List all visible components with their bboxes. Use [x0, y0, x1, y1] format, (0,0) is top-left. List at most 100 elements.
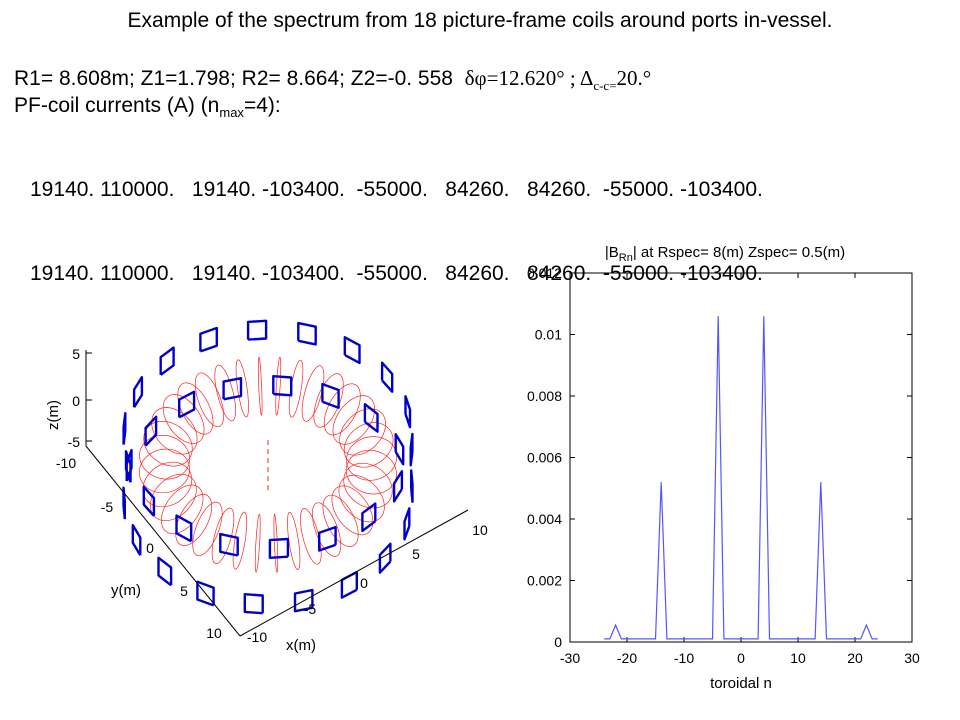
coil-frame: [122, 412, 127, 445]
pf-currents-header: PF-coil currents (A) (nmax=4):: [14, 92, 651, 120]
field-line: [214, 364, 236, 422]
currents-row: 19140. 110000. 19140. -103400. -55000. 8…: [30, 178, 763, 201]
field-line: [150, 473, 197, 522]
coil-frame: [219, 532, 239, 557]
field-line: [192, 501, 223, 557]
coil-frame: [318, 525, 337, 552]
y-tick-label: 0.008: [527, 388, 562, 404]
slide-title: Example of the spectrum from 18 picture-…: [127, 9, 833, 32]
axis-line: [239, 509, 469, 637]
y-tick-label: -5: [101, 499, 114, 515]
coil-frame: [175, 514, 193, 543]
angle-subscript: c-c=: [593, 78, 617, 94]
field-line: [275, 356, 282, 416]
coil-frame: [392, 470, 404, 503]
coil-3d-plot: 5 0 -5 z(m) -10 -5 0 5 10 y(m) -10 -5 0 5 10 x(m): [45, 319, 488, 654]
coil-frame: [131, 523, 142, 556]
coil-frame: [378, 542, 392, 574]
coil-frame: [403, 507, 411, 541]
x-tick-label: 5: [412, 546, 420, 562]
coil-frame: [199, 326, 219, 353]
field-line: [254, 513, 261, 573]
coil-frame: [272, 375, 293, 397]
angle-value: 20.°: [616, 66, 652, 90]
coil-frame: [297, 321, 317, 346]
field-line: [345, 449, 397, 495]
x-tick-label: -30: [560, 650, 580, 666]
coil-frame: [132, 376, 144, 408]
coil-frame: [243, 593, 264, 615]
coil-frame: [409, 432, 414, 467]
y-tick-label: 0.01: [535, 327, 562, 343]
field-line: [162, 394, 205, 444]
axis-line: [85, 445, 241, 637]
spectrum-series-line: [604, 316, 878, 640]
field-line: [322, 494, 359, 547]
field-line: [288, 359, 304, 418]
y-tick-label: 0: [554, 634, 562, 650]
field-line: [343, 422, 394, 468]
angle-text: δφ=12.620° ; Δ: [464, 66, 594, 90]
coil-frame: [246, 319, 268, 341]
x-tick-label: 10: [472, 522, 488, 538]
chart-title: |BRn| at Rspec= 8(m) Zspec= 0.5(m): [605, 244, 845, 264]
chart-title-prefix: |B: [605, 244, 619, 261]
field-line: [161, 484, 204, 535]
3d-axes: 5 0 -5 z(m) -10 -5 0 5 10 y(m) -10 -5 0 5 10 x(m): [45, 346, 488, 654]
field-line: [346, 436, 398, 481]
coil-frame: [404, 395, 412, 429]
z-axis-label: z(m): [45, 400, 62, 430]
field-line: [343, 462, 393, 509]
z-tick-label: 5: [72, 346, 80, 362]
field-line: [301, 365, 325, 422]
field-line: [138, 448, 190, 494]
y-tick-label: 0.006: [527, 450, 562, 466]
chart-ticks: -30 -20 -10 0 10 20 30 0 0.002 0.004 0.006 0.008 0.0…: [527, 265, 920, 666]
coil-frame: [125, 448, 133, 482]
x-tick-label: -10: [674, 650, 694, 666]
coil-frame: [321, 382, 340, 409]
x-tick-label: 10: [790, 650, 806, 666]
y-tick-label: 5: [180, 583, 188, 599]
currents-row: 19140. 110000. 19140. -103400. -55000. 8…: [30, 262, 763, 285]
picture-frame-coils: [122, 319, 414, 615]
field-line: [323, 383, 361, 436]
pf-subscript: max: [219, 105, 244, 121]
z-tick-label: -5: [68, 434, 81, 450]
coil-frame: [144, 415, 158, 447]
x-tick-label: -20: [617, 650, 637, 666]
y-tick-label: 0.002: [527, 573, 562, 589]
field-line: [142, 461, 193, 508]
y-tick-label: -10: [56, 455, 76, 471]
field-line: [177, 382, 214, 435]
field-lines: [138, 356, 398, 573]
x-tick-label: 0: [737, 650, 745, 666]
y-axis-label: y(m): [111, 582, 141, 599]
coil-frame: [122, 486, 127, 520]
field-line: [332, 395, 375, 445]
coil-frame: [380, 361, 394, 393]
field-line: [143, 420, 193, 467]
field-line: [300, 508, 322, 565]
coil-frame: [157, 556, 173, 587]
field-line: [257, 356, 263, 416]
field-line: [235, 359, 249, 418]
x-tick-label: 30: [904, 650, 920, 666]
field-line: [139, 435, 191, 480]
geometry-line: R1= 8.608m; Z1=1.798; R2= 8.664; Z2=-0. …: [14, 64, 652, 94]
coil-frame: [394, 433, 405, 466]
x-tick-label: 20: [847, 650, 863, 666]
field-line: [273, 513, 279, 573]
pf-prefix: PF-coil currents (A) (n: [14, 94, 220, 117]
coil-frame: [361, 502, 377, 533]
chart-title-suffix: | at Rspec= 8(m) Zspec= 0.5(m): [633, 244, 845, 261]
x-tick-label: 0: [360, 575, 368, 591]
coil-frame: [363, 403, 379, 433]
y-tick-label: 0.012: [527, 265, 562, 281]
coil-frame: [142, 485, 156, 517]
coil-frame: [159, 346, 175, 376]
y-tick-label: 0.004: [527, 511, 562, 527]
coil-frame: [268, 537, 290, 559]
y-tick-label: 10: [206, 625, 222, 641]
coil-frame: [196, 580, 215, 607]
